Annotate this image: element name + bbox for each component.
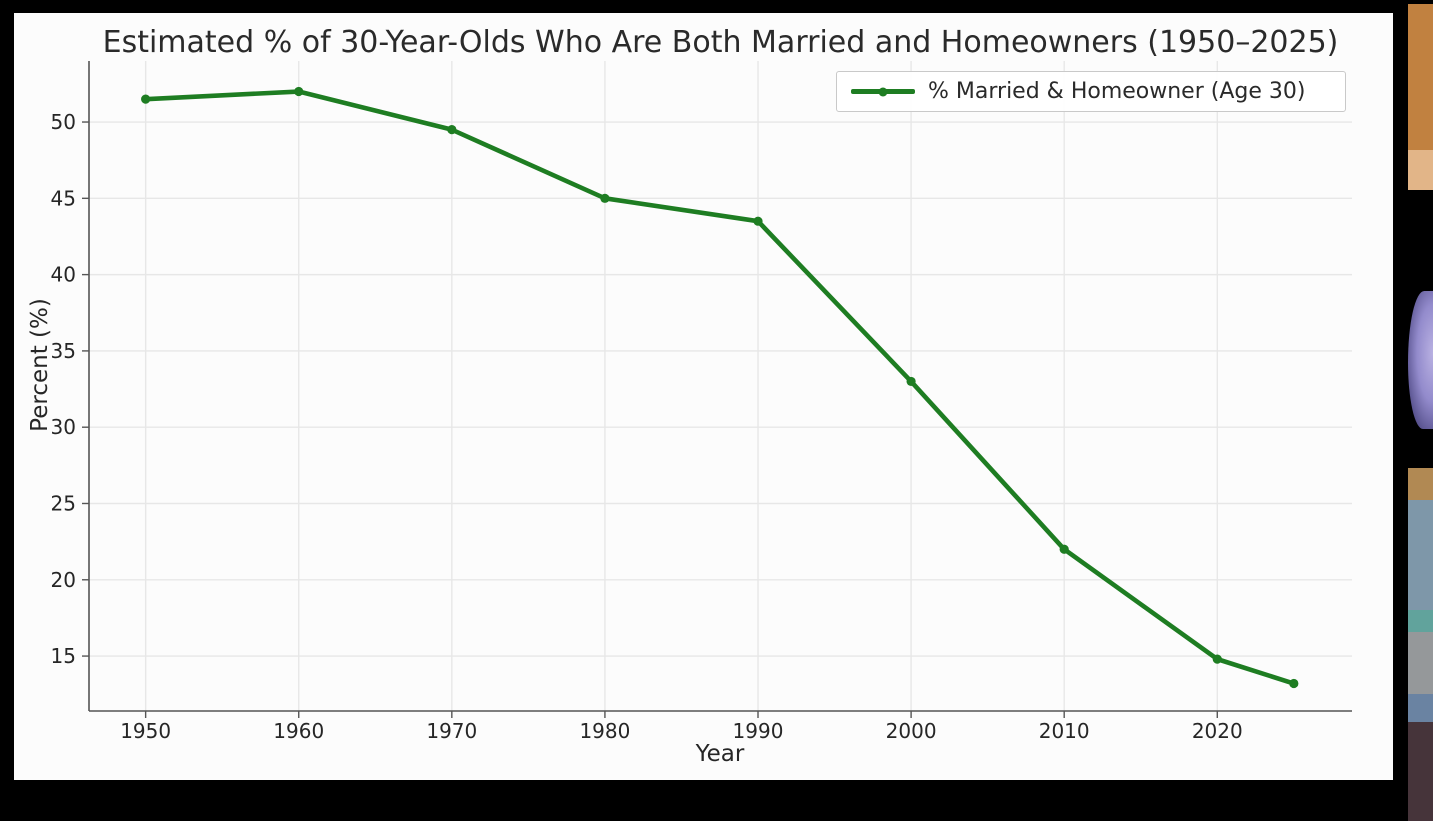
edge-thumbnail-strip (1408, 0, 1433, 821)
x-tick-label: 1990 (733, 719, 784, 743)
x-tick-label: 2010 (1039, 719, 1090, 743)
legend-series-label: % Married & Homeowner (Age 30) (928, 79, 1306, 104)
slate-blue-fragment (1408, 694, 1433, 722)
y-tick-label: 50 (51, 110, 76, 134)
chart-title: Estimated % of 30-Year-Olds Who Are Both… (102, 25, 1339, 60)
data-point-marker (753, 216, 763, 226)
steel-blue-fragment (1408, 500, 1433, 610)
chart-figure-card: 1950 1960 1970 1980 1990 2000 2010 2020 15 20 25 30… (14, 13, 1393, 780)
tan-photo-fragment (1408, 468, 1433, 500)
data-point-marker (600, 193, 610, 203)
x-tick-label: 2000 (886, 719, 937, 743)
teal-photo-fragment (1408, 610, 1433, 632)
x-tick-label: 1970 (426, 719, 477, 743)
y-tick-label: 15 (51, 644, 76, 668)
data-point-marker (141, 94, 151, 104)
data-point-marker (1212, 654, 1222, 664)
data-point-marker (1289, 678, 1299, 689)
legend-marker-dot-icon (878, 87, 888, 96)
orange-photo-fragment (1408, 4, 1433, 150)
data-point-marker (906, 376, 916, 387)
x-tick-label: 1950 (120, 719, 171, 743)
y-tick-label: 25 (51, 491, 76, 515)
y-axis-label: Percent (%) (27, 298, 53, 432)
x-axis-label: Year (695, 741, 745, 767)
plot-area: 1950 1960 1970 1980 1990 2000 2010 2020 15 20 25 30… (51, 61, 1352, 743)
legend: % Married & Homeowner (Age 30) (836, 71, 1346, 112)
peach-photo-fragment (1408, 150, 1433, 190)
data-point-marker (1059, 544, 1069, 554)
x-tick-label: 1960 (273, 719, 324, 743)
purple-sphere-fragment (1408, 291, 1433, 429)
data-series-line (143, 89, 1297, 686)
data-point-marker (447, 125, 457, 135)
legend-line-sample (851, 87, 915, 96)
gray-photo-fragment (1408, 632, 1433, 694)
y-tick-label: 40 (51, 263, 76, 287)
y-tick-label: 35 (51, 339, 76, 363)
y-tick-label: 30 (51, 415, 76, 439)
y-tick-label: 20 (51, 568, 76, 592)
data-point-marker (294, 86, 304, 97)
x-tick-label: 1980 (579, 719, 630, 743)
y-tick-label: 45 (51, 186, 76, 210)
x-tick-label: 2020 (1192, 719, 1243, 743)
dark-maroon-fragment (1408, 722, 1433, 821)
